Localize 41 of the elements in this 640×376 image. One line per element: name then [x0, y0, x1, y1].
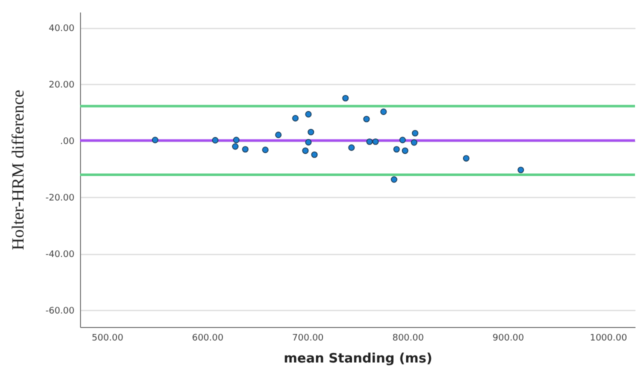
y-tick-label: 20.00	[48, 80, 75, 91]
x-tick-label: 800.00	[392, 334, 424, 344]
point	[366, 138, 373, 145]
x-axis-title: mean Standing (ms)	[284, 352, 432, 366]
point	[242, 146, 249, 153]
point	[305, 139, 312, 146]
point	[410, 139, 418, 146]
x-tick-label: 700.00	[292, 334, 324, 344]
y-axis-title: Holter-HRM difference	[8, 90, 28, 250]
point	[363, 116, 370, 122]
point	[380, 108, 387, 115]
x-tick-label: 1000.00	[590, 334, 628, 344]
point	[232, 143, 239, 150]
point	[152, 136, 158, 144]
point	[305, 111, 312, 118]
point	[393, 146, 400, 153]
point	[372, 138, 379, 145]
x-tick-label: 600.00	[192, 334, 224, 344]
point	[462, 155, 470, 162]
y-tick-label: -40.00	[45, 250, 75, 260]
y-tick-label: -60.00	[45, 306, 75, 317]
point	[233, 136, 240, 144]
point	[348, 144, 355, 151]
y-tick-label: -20.00	[45, 194, 75, 204]
point	[342, 94, 349, 102]
point	[311, 151, 318, 158]
point	[308, 128, 314, 136]
point	[292, 115, 299, 122]
point	[390, 176, 398, 183]
y-tick-label: .00	[60, 137, 75, 148]
point	[302, 147, 309, 154]
point	[275, 132, 282, 138]
x-tick-label: 900.00	[492, 334, 524, 344]
point	[399, 136, 406, 144]
point	[212, 137, 218, 144]
y-tick-label: 40.00	[48, 24, 75, 34]
point	[412, 130, 418, 136]
x-tick-label: 500.00	[92, 334, 124, 344]
point	[402, 147, 408, 154]
point	[262, 146, 269, 154]
point	[518, 166, 524, 174]
